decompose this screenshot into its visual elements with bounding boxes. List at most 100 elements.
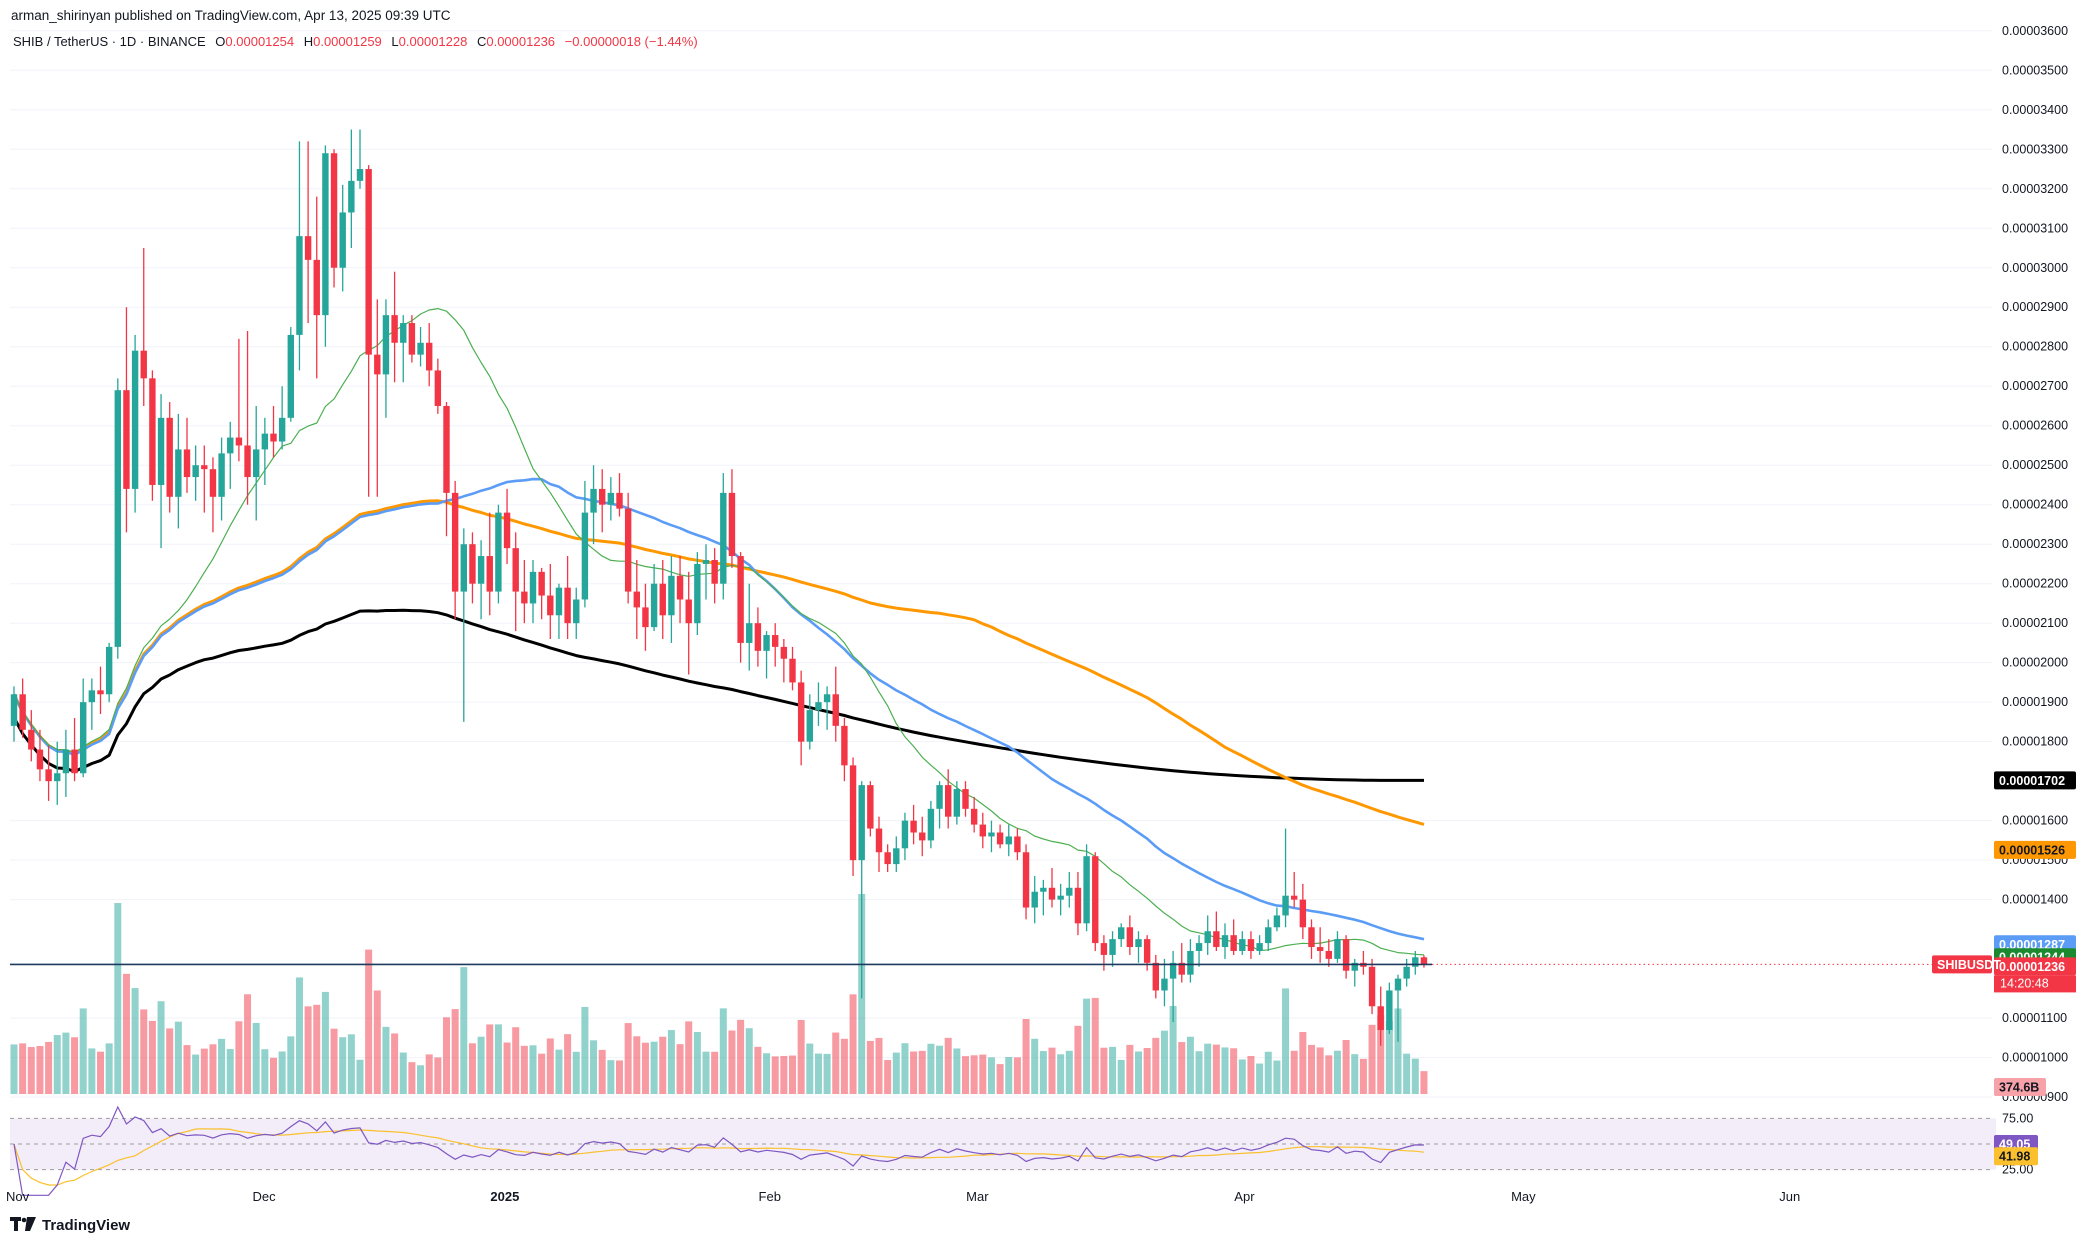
candle-body: [1299, 899, 1307, 928]
candle-body: [927, 808, 935, 841]
countdown-box: [1994, 975, 2076, 993]
candle-body: [1291, 895, 1298, 900]
y-axis-tick-label: 0.00002800: [2002, 340, 2068, 354]
candle-body: [477, 556, 485, 584]
candle-body: [36, 749, 44, 770]
volume-bar: [641, 1042, 649, 1094]
candle-body: [71, 749, 78, 774]
candle-body: [1031, 891, 1038, 908]
volume-bar: [1100, 1047, 1108, 1094]
y-axis-tick-label: 0.00002900: [2002, 300, 2068, 314]
volume-bar: [417, 1065, 425, 1094]
volume-bar: [892, 1052, 900, 1094]
volume-bar: [1186, 1036, 1194, 1094]
y-axis-tick-label: 0.00001900: [2002, 695, 2068, 709]
volume-bar: [148, 1020, 156, 1094]
volume-bar: [1273, 1060, 1281, 1094]
volume-bar: [693, 1032, 701, 1094]
volume-bar: [616, 1060, 623, 1094]
candle-body: [322, 153, 329, 316]
candle-body: [1195, 943, 1203, 951]
candle-body: [988, 832, 995, 837]
price-label-ma200: 0.00001702: [1999, 774, 2065, 788]
candle-body: [486, 556, 493, 592]
candle-body: [728, 492, 736, 557]
volume-bar: [520, 1045, 528, 1094]
volume-bar: [460, 967, 468, 1094]
volume-bar: [814, 1053, 822, 1094]
volume-bar: [875, 1037, 883, 1094]
candle-body: [469, 544, 476, 584]
volume-bar: [218, 1038, 226, 1094]
volume-bar: [373, 990, 381, 1094]
y-axis-tick-label: 0.00002300: [2002, 537, 2068, 551]
volume-bar: [650, 1041, 658, 1094]
candle-body: [1239, 939, 1246, 951]
candle-body: [1282, 895, 1289, 916]
candle-body: [1187, 950, 1194, 975]
candle-body: [702, 560, 710, 564]
volume-bar: [1117, 1060, 1125, 1094]
volume-bar: [1238, 1059, 1246, 1094]
publisher-line: arman_shirinyan published on TradingView…: [11, 8, 451, 23]
rsi-ma-value-label: 41.98: [1999, 1150, 2030, 1164]
candle-body: [88, 690, 96, 703]
volume-bar: [1403, 1053, 1411, 1094]
volume-bar: [1230, 1048, 1238, 1094]
y-axis-tick-label: 0.00003600: [2002, 24, 2068, 38]
volume-bar: [347, 1034, 355, 1094]
rsi-ma-value-label-box: [1994, 1147, 2038, 1166]
candle-body: [201, 465, 208, 470]
volume-bar: [62, 1032, 70, 1094]
volume-label-box: [1994, 1078, 2046, 1096]
candle-body: [417, 342, 424, 355]
candle-body: [1014, 836, 1021, 853]
y-axis-tick-label: 0.00003100: [2002, 221, 2068, 235]
candle-body: [80, 702, 87, 774]
y-axis-tick-label: 0.00001600: [2002, 814, 2068, 828]
candle-body: [815, 702, 822, 711]
symbol-tag-box: [1932, 955, 1992, 974]
volume-bar: [745, 1028, 753, 1094]
candle-body: [391, 315, 398, 343]
symbol-name[interactable]: SHIB / TetherUS · 1D · BINANCE: [13, 34, 206, 49]
tradingview-logo[interactable]: TradingView: [10, 1217, 130, 1234]
volume-bar: [166, 1028, 174, 1094]
price-label-last-box: [1994, 957, 2076, 976]
volume-bar: [408, 1062, 416, 1094]
volume-bar: [970, 1055, 978, 1094]
y-axis-tick-label: 0.00003500: [2002, 63, 2068, 77]
volume-bar: [321, 991, 329, 1094]
candle-body: [590, 488, 597, 513]
volume-bar: [936, 1045, 944, 1094]
volume-bar: [797, 1020, 805, 1094]
candle-body: [365, 169, 372, 355]
rsi-level-label: 75.00: [2002, 1111, 2033, 1125]
x-axis-tick-label: Nov: [6, 1189, 30, 1204]
y-axis-tick-label: 0.00003200: [2002, 182, 2068, 196]
volume-bar: [1204, 1043, 1212, 1094]
candle-body: [573, 599, 580, 624]
volume-bar: [295, 977, 303, 1094]
volume-bar: [866, 1040, 874, 1094]
x-axis-tick-label: Feb: [759, 1189, 781, 1204]
candle-body: [131, 350, 139, 489]
x-axis-tick-label: Mar: [966, 1189, 989, 1204]
candles: [10, 129, 1428, 1046]
ma50-line: [12, 477, 1425, 941]
volume-bar: [901, 1043, 909, 1094]
candle-body: [503, 512, 511, 549]
volume-bar: [1065, 1050, 1073, 1094]
candle-body: [607, 492, 615, 505]
candle-body: [408, 323, 416, 355]
candle-body: [1092, 856, 1099, 944]
y-axis-tick-label: 0.00003400: [2002, 103, 2068, 117]
y-axis: 0.00003600 0.00003500 0.00003400 0.00003300…: [2002, 24, 2068, 1177]
candle-body: [166, 417, 173, 497]
candle-body: [720, 492, 727, 584]
volume-bar: [157, 1001, 165, 1094]
volume-bar: [1178, 1042, 1186, 1094]
volume-bar: [1325, 1055, 1333, 1094]
y-axis-tick-label: 0.00001400: [2002, 893, 2068, 907]
